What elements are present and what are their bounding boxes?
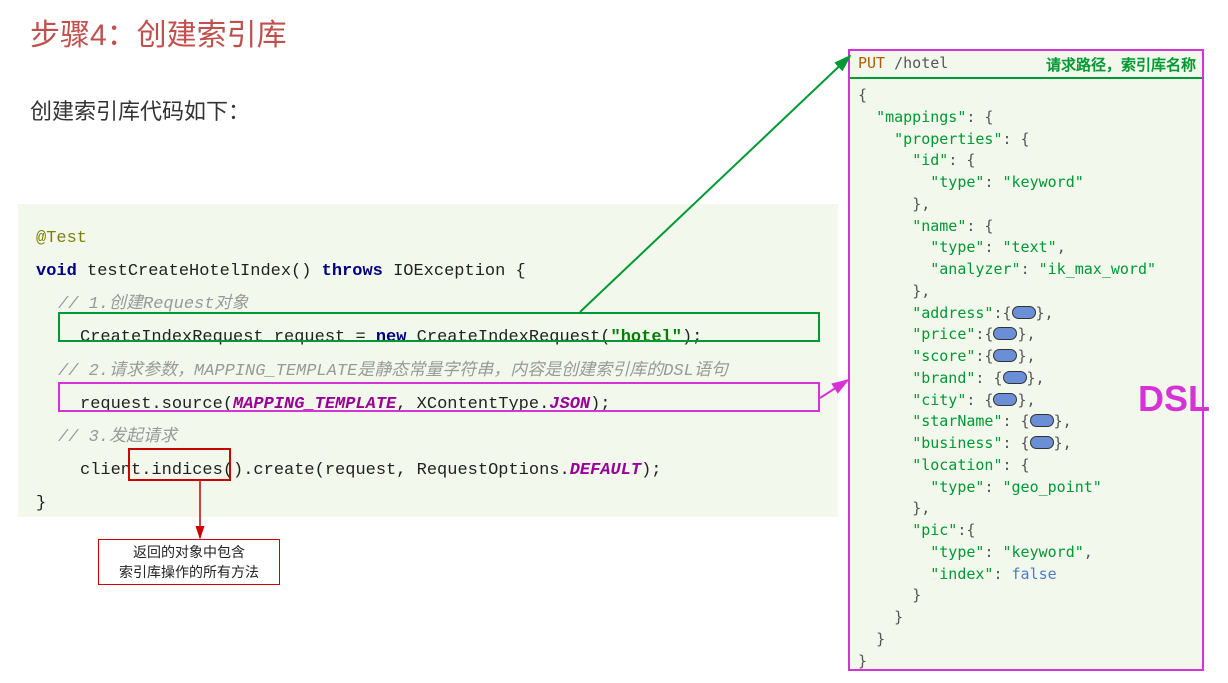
method-name: testCreateHotelIndex() [77, 262, 322, 281]
kw-throws: throws [322, 262, 383, 281]
code-line-1b: CreateIndexRequest( [406, 328, 610, 347]
comment-2: // 2.请求参数，MAPPING_TEMPLATE是静态常量字符串，内容是创建… [58, 362, 728, 381]
comment-3: // 3.发起请求 [58, 428, 177, 447]
kw-new: new [376, 328, 407, 347]
exception: IOException { [383, 262, 526, 281]
dsl-header-label: 请求路径，索引库名称 [1046, 54, 1196, 75]
collapse-icon[interactable] [1012, 306, 1036, 319]
dsl-body: { "mappings": { "properties": { "id": { … [850, 79, 1202, 669]
code-line-2b: , XContentType. [396, 395, 549, 414]
collapse-icon[interactable] [1003, 371, 1027, 384]
callout-line-2: 索引库操作的所有方法 [99, 563, 279, 583]
mapping-template: MAPPING_TEMPLATE [233, 395, 396, 414]
code-line-3a: client.indices().create(request, Request… [80, 461, 570, 480]
annotation: @Test [36, 229, 87, 248]
page-title: 步骤4：创建索引库 [30, 10, 287, 54]
http-path: /hotel [885, 54, 948, 72]
dsl-panel: PUT /hotel 请求路径，索引库名称 { "mappings": { "p… [848, 49, 1204, 671]
subtitle: 创建索引库代码如下： [30, 94, 250, 126]
collapse-icon[interactable] [1030, 436, 1054, 449]
callout-line-1: 返回的对象中包含 [99, 543, 279, 563]
code-line-1a: CreateIndexRequest request = [80, 328, 376, 347]
collapse-icon[interactable] [993, 349, 1017, 362]
code-line-2a: request.source( [80, 395, 233, 414]
collapse-icon[interactable] [993, 327, 1017, 340]
collapse-icon[interactable] [993, 393, 1017, 406]
close-brace: } [36, 494, 46, 513]
code-line-2c: ); [590, 395, 610, 414]
code-line-1c: ); [682, 328, 702, 347]
json-const: JSON [549, 395, 590, 414]
http-method: PUT [858, 54, 885, 72]
comment-1: // 1.创建Request对象 [58, 295, 248, 314]
java-code-block: @Test void testCreateHotelIndex() throws… [18, 204, 838, 517]
collapse-icon[interactable] [1030, 414, 1054, 427]
default-const: DEFAULT [570, 461, 641, 480]
kw-void: void [36, 262, 77, 281]
callout-box: 返回的对象中包含 索引库操作的所有方法 [98, 539, 280, 585]
dsl-label: DSL [1138, 378, 1210, 420]
dsl-header: PUT /hotel 请求路径，索引库名称 [850, 51, 1202, 79]
string-hotel: "hotel" [611, 328, 682, 347]
code-line-3b: ); [641, 461, 661, 480]
